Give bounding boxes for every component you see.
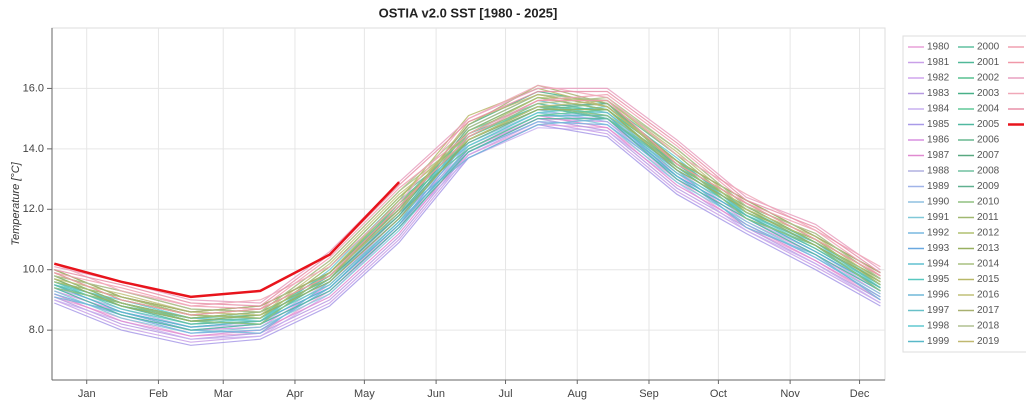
legend-label: 2014 (977, 259, 1000, 270)
legend-label: 2001 (977, 57, 1000, 68)
legend-label: 1981 (927, 57, 950, 68)
legend-label: 1997 (927, 305, 950, 316)
legend-label: 2002 (977, 73, 1000, 84)
x-tick-label: Jun (427, 388, 445, 400)
series-line (53, 181, 401, 299)
legend-label: 2016 (977, 290, 1000, 301)
x-tick-label: Oct (710, 388, 727, 400)
x-tick-label: Jul (498, 388, 512, 400)
legend-label: 1992 (927, 228, 950, 239)
legend-label: 2004 (977, 104, 1000, 115)
y-tick-label: 12.0 (23, 203, 44, 215)
legend-label: 1991 (927, 212, 950, 223)
legend-label: 2011 (977, 212, 999, 223)
y-axis-label: Temperature [°C] (10, 161, 22, 245)
legend-label: 1983 (927, 88, 950, 99)
y-tick-label: 8.0 (29, 324, 44, 336)
y-tick-label: 14.0 (23, 143, 44, 155)
y-tick-label: 10.0 (23, 264, 44, 276)
legend-label: 2017 (977, 305, 1000, 316)
legend (902, 35, 1026, 353)
legend-label: 1995 (927, 274, 950, 285)
x-tick-label: Nov (780, 388, 800, 400)
legend-label: 1990 (927, 197, 950, 208)
legend-label: 1998 (927, 321, 950, 332)
legend-label: 2018 (977, 321, 1000, 332)
legend-label: 2009 (977, 181, 1000, 192)
legend-label: 2010 (977, 197, 1000, 208)
x-tick-label: Jan (78, 388, 96, 400)
legend-label: 1987 (927, 150, 950, 161)
legend-label: 1988 (927, 166, 950, 177)
legend-label: 1985 (927, 119, 950, 130)
x-tick-label: Sep (639, 388, 659, 400)
legend-label: 1993 (927, 243, 950, 254)
legend-label: 2007 (977, 150, 1000, 161)
legend-label: 2019 (977, 336, 1000, 347)
legend-label: 2000 (977, 42, 1000, 53)
legend-label: 1982 (927, 73, 950, 84)
chart-title: OSTIA v2.0 SST [1980 - 2025] (379, 5, 558, 20)
legend-label: 1996 (927, 290, 950, 301)
legend-label: 1989 (927, 181, 950, 192)
legend-label: 2006 (977, 135, 1000, 146)
legend-label: 2015 (977, 274, 1000, 285)
legend-label: 2013 (977, 243, 1000, 254)
x-tick-label: May (354, 388, 375, 400)
legend-label: 1980 (927, 42, 950, 53)
legend-label: 2003 (977, 88, 1000, 99)
x-tick-label: Dec (850, 388, 870, 400)
y-tick-label: 16.0 (23, 82, 44, 94)
legend-label: 2005 (977, 119, 1000, 130)
legend-label: 2012 (977, 228, 1000, 239)
legend-label: 1994 (927, 259, 950, 270)
series-line (54, 93, 881, 313)
x-tick-label: Apr (286, 388, 303, 400)
series-line (54, 90, 881, 307)
legend-label: 2008 (977, 166, 1000, 177)
legend-label: 1999 (927, 336, 950, 347)
legend-label: 1986 (927, 135, 950, 146)
legend-label: 1984 (927, 104, 950, 115)
x-tick-label: Feb (149, 388, 168, 400)
series-line (54, 84, 881, 307)
x-tick-label: Mar (214, 388, 233, 400)
series-line (54, 99, 881, 316)
x-tick-label: Aug (567, 388, 587, 400)
